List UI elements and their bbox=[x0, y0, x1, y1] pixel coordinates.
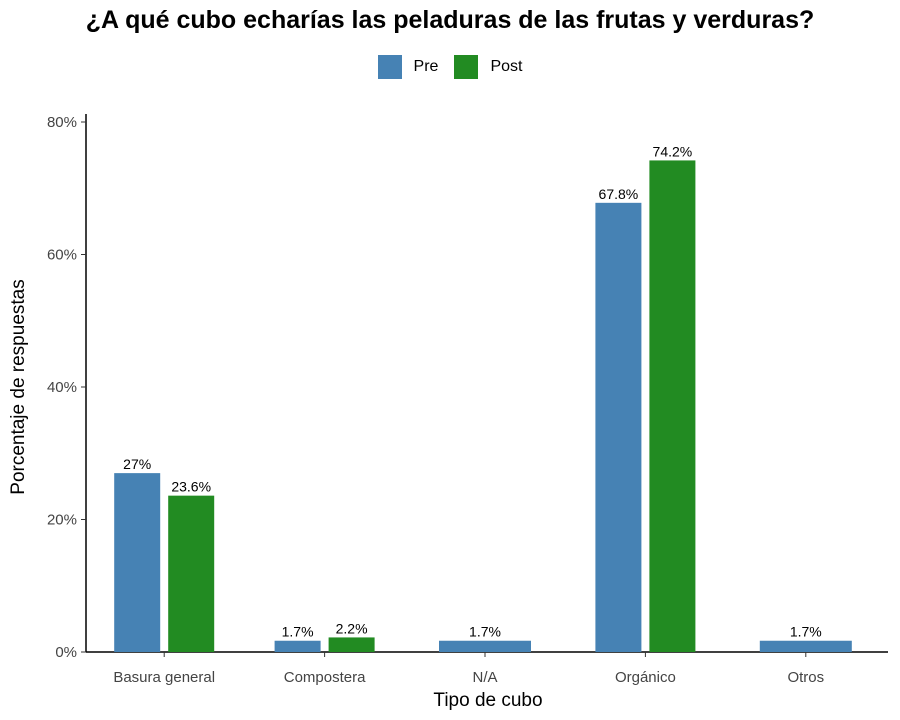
data-label: 74.2% bbox=[653, 143, 693, 159]
y-tick-label: 40% bbox=[47, 379, 77, 396]
y-tick-label: 80% bbox=[47, 114, 77, 131]
x-tick-label: N/A bbox=[472, 669, 497, 686]
legend-swatch-post bbox=[454, 55, 479, 79]
x-tick-label: Basura general bbox=[113, 669, 215, 686]
legend-item-post: Post bbox=[454, 55, 522, 79]
data-label: 27% bbox=[123, 456, 151, 472]
bar-post bbox=[649, 160, 696, 653]
legend-swatch-pre bbox=[377, 55, 402, 79]
y-tick-label: 60% bbox=[47, 247, 77, 264]
data-label: 67.8% bbox=[599, 186, 639, 202]
bar-post bbox=[168, 495, 215, 652]
bar-pre bbox=[114, 473, 161, 652]
legend-label-pre: Pre bbox=[413, 58, 439, 75]
x-axis-title: Tipo de cubo bbox=[433, 690, 542, 711]
y-tick-label: 0% bbox=[55, 644, 77, 661]
data-label: 2.2% bbox=[336, 620, 368, 636]
data-label: 1.7% bbox=[282, 624, 314, 640]
data-label: 1.7% bbox=[790, 624, 822, 640]
y-tick-label: 20% bbox=[47, 512, 77, 529]
bar-pre bbox=[274, 640, 321, 652]
bar-pre bbox=[759, 640, 852, 652]
data-label: 23.6% bbox=[171, 479, 211, 495]
y-axis-title: Porcentaje de respuestas bbox=[8, 279, 29, 494]
bars bbox=[114, 160, 852, 653]
x-tick-label: Compostera bbox=[284, 669, 366, 686]
x-tick-label: Otros bbox=[787, 669, 824, 686]
bar-post bbox=[328, 637, 375, 652]
legend: Pre Post bbox=[0, 55, 900, 79]
legend-item-pre: Pre bbox=[377, 55, 439, 79]
x-tick-label: Orgánico bbox=[615, 669, 676, 686]
chart-title: ¿A qué cubo echarías las peladuras de la… bbox=[85, 6, 815, 34]
data-label: 1.7% bbox=[469, 624, 501, 640]
bar-pre bbox=[595, 202, 642, 652]
data-labels: 27% 23.6% 1.7% 2.2% 1.7% 67.8% 74.2% 1.7% bbox=[123, 143, 822, 639]
legend-label-post: Post bbox=[490, 58, 523, 75]
bar-pre bbox=[439, 640, 531, 652]
